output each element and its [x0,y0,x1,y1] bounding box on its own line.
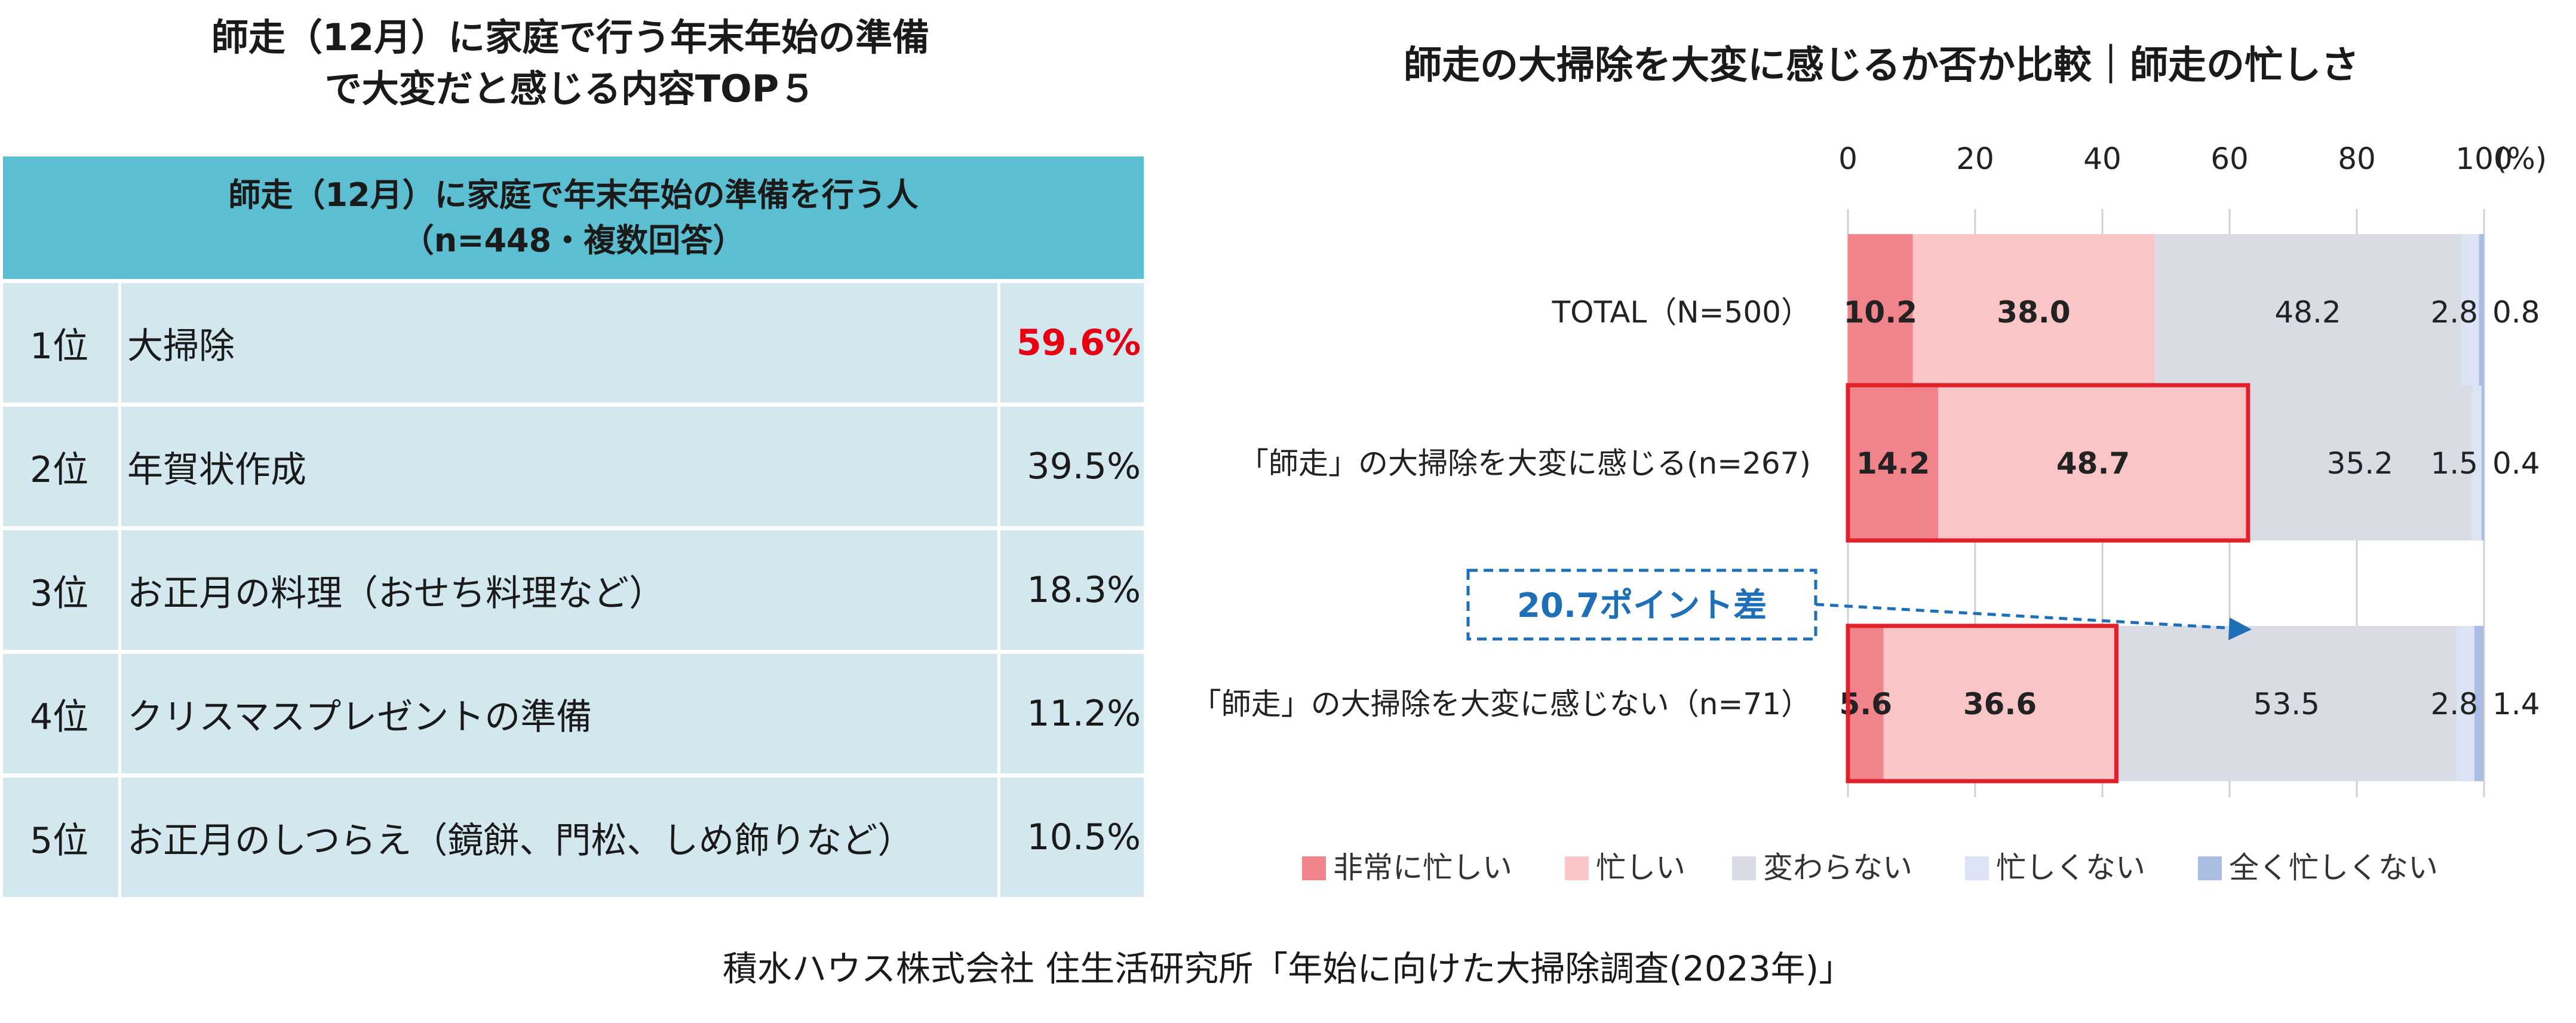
rank-percent: 10.5% [1027,816,1141,858]
bar-segment [1848,626,1884,781]
table-header: 師走（12月）に家庭で年末年始の準備を行う人 （n=448・複数回答） [3,156,1144,279]
bar-segment [1848,385,1939,540]
legend-label: 忙しくない [1996,850,2145,885]
left-title: 師走（12月）に家庭で行う年末年始の準備 で大変だと感じる内容TOP５ [0,12,1141,115]
legend-label: 全く忙しくない [2229,850,2438,885]
annotation-arrow-head [2228,618,2252,640]
table-row: 4位 クリスマスプレゼントの準備 11.2% [3,654,1144,773]
highlight-box [1846,623,2118,784]
rank-number: 2位 [3,407,121,526]
category-label: TOTAL（N=500） [1552,295,1811,330]
data-label: 10.2 [1844,295,1917,330]
rank-item: クリスマスプレゼントの準備 [121,654,1000,773]
data-label: 53.5 [2253,687,2320,721]
data-label: 1.5 [2430,446,2478,481]
annotation-box [1466,569,1817,641]
data-label: 0.4 [2492,446,2540,481]
x-tick-label: 0 [1838,142,1857,176]
legend-label: 変わらない [1763,850,1912,885]
highlight-box [1846,383,2250,543]
annotation-arrow-line [1815,603,2234,630]
legend-swatch [2198,856,2222,880]
bar-segment [2479,234,2484,389]
table-row: 2位 年賀状作成 39.5% [3,407,1144,526]
table-header-line1: 師走（12月）に家庭で年末年始の準備を行う人 [228,176,919,214]
data-label: 1.4 [2492,687,2540,721]
rank-percent: 18.3% [1027,569,1141,611]
data-label: 2.8 [2430,687,2478,721]
left-title-line2: で大変だと感じる内容TOP５ [324,67,816,110]
data-label: 2.8 [2430,295,2478,330]
table-header-line2: （n=448・複数回答） [401,221,745,259]
legend-label: 非常に忙しい [1333,850,1512,885]
bar-segment [2116,626,2457,781]
legend-swatch [1965,856,1989,880]
rank-percent: 39.5% [1027,446,1141,487]
bar-segment [1848,234,1913,389]
rank-item: 大掃除 [121,283,1000,403]
category-label: 「師走」の大掃除を大変に感じない（n=71） [1192,687,1811,721]
data-label: 14.2 [1856,446,1930,481]
rank-item: お正月のしつらえ（鏡餅、門松、しめ飾りなど） [121,778,1000,897]
table-row: 5位 お正月のしつらえ（鏡餅、門松、しめ飾りなど） 10.5% [3,778,1144,897]
bar-segment [2461,234,2479,389]
rank-number: 5位 [3,778,121,897]
bar-segment [2457,626,2475,781]
data-label: 48.7 [2056,446,2130,481]
data-label: 0.8 [2492,295,2540,330]
x-tick-label: 80 [2338,142,2376,176]
annotation-text: 20.7ポイント差 [1517,586,1767,625]
data-label: 36.6 [1963,687,2037,721]
bar-segment [2474,626,2483,781]
rank-number: 4位 [3,654,121,773]
x-tick-label: 100 [2455,142,2512,176]
bar-segment [1938,385,2248,540]
x-tick-label: 20 [1956,142,1994,176]
data-label: 48.2 [2274,295,2341,330]
rank-number: 3位 [3,530,121,650]
legend-swatch [1302,856,1326,880]
legend-label: 忙しい [1596,850,1685,885]
unit-label: (%) [2495,142,2547,176]
chart-title: 師走の大掃除を大変に感じるか否か比較｜師走の忙しさ [1404,44,2359,88]
data-label: 38.0 [1997,295,2070,330]
rank-percent: 59.6% [1016,322,1141,364]
x-tick-label: 40 [2083,142,2121,176]
rank-item: 年賀状作成 [121,407,1000,526]
bar-segment [2481,385,2484,540]
rank-item: お正月の料理（おせち料理など） [121,530,1000,650]
bar-segment [2471,385,2482,540]
legend-swatch [1732,856,1756,880]
legend-swatch [1565,856,1589,880]
table-row: 1位 大掃除 59.6% [3,283,1144,403]
bar-segment [2154,234,2461,389]
source-caption: 積水ハウス株式会社 住生活研究所「年始に向けた大掃除調査(2023年)」 [722,948,1854,989]
x-tick-label: 60 [2210,142,2249,176]
rank-percent: 11.2% [1027,693,1141,735]
data-label: 35.2 [2327,446,2393,481]
rank-number: 1位 [3,283,121,403]
ranking-table: 師走（12月）に家庭で年末年始の準備を行う人 （n=448・複数回答） 1位 大… [3,156,1144,897]
bar-segment [1883,626,2117,781]
table-row: 3位 お正月の料理（おせち料理など） 18.3% [3,530,1144,650]
left-title-line1: 師走（12月）に家庭で行う年末年始の準備 [211,16,930,59]
category-label: 「師走」の大掃除を大変に感じる(n=267) [1239,446,1811,481]
bar-segment [1912,234,2155,389]
bar-segment [2248,385,2472,540]
